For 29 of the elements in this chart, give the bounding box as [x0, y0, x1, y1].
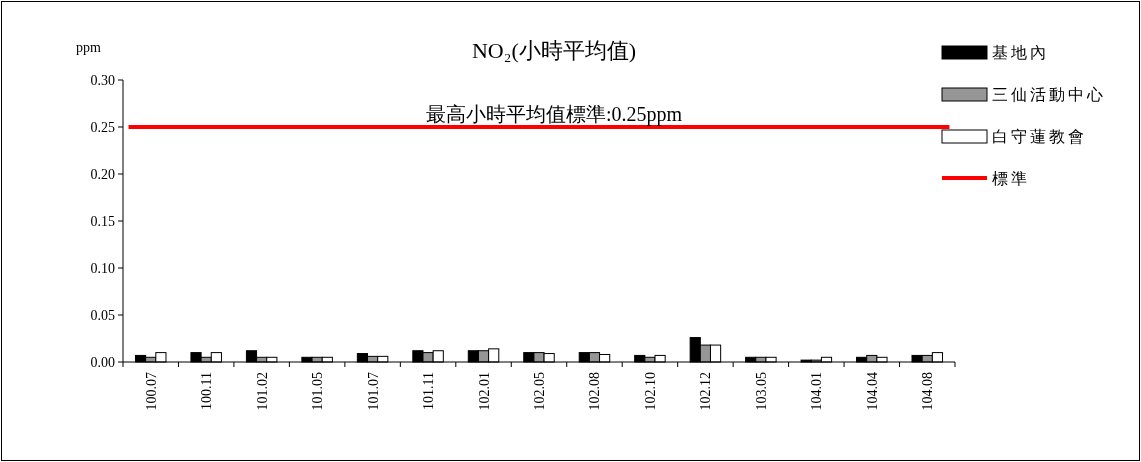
x-tick-label: 102.10 [642, 372, 658, 411]
x-tick-label: 104.08 [920, 372, 936, 411]
x-tick-label: 104.04 [864, 372, 880, 411]
y-tick-label: 0.10 [90, 261, 115, 276]
x-tick-label: 101.05 [310, 372, 326, 411]
legend-label: 三仙活動中心 [992, 86, 1106, 103]
annotation: 最高小時平均值標準:0.25ppm [425, 103, 683, 126]
y-tick-label: 0.30 [90, 73, 115, 88]
legend-label: 標準 [992, 170, 1030, 187]
x-tick-label: 104.01 [809, 372, 825, 411]
legend-label: 白守蓮教會 [992, 128, 1087, 145]
y-tick-label: 0.20 [90, 167, 115, 182]
x-tick-label: 102.01 [476, 372, 492, 411]
x-tick-label: 101.07 [365, 372, 381, 411]
x-tick-label: 102.05 [532, 372, 547, 411]
x-tick-label: 101.11 [421, 372, 437, 410]
x-tick-label: 102.08 [587, 372, 603, 411]
y-tick-label: 0.25 [90, 120, 115, 135]
y-tick-label: 0.05 [90, 308, 115, 323]
y-axis-title: ppm [76, 40, 101, 55]
chart-title: NO₂(小時平均值) [471, 38, 637, 63]
x-tick-label: 102.12 [698, 372, 714, 411]
y-tick-label: 0.15 [90, 214, 115, 229]
x-tick-label: 103.05 [753, 372, 769, 411]
legend-label: 基地內 [992, 44, 1049, 61]
x-tick-label: 100.11 [199, 372, 215, 410]
x-tick-label: 101.02 [254, 372, 270, 411]
x-tick-label: 100.07 [143, 372, 159, 411]
y-tick-label: 0.00 [90, 355, 115, 370]
